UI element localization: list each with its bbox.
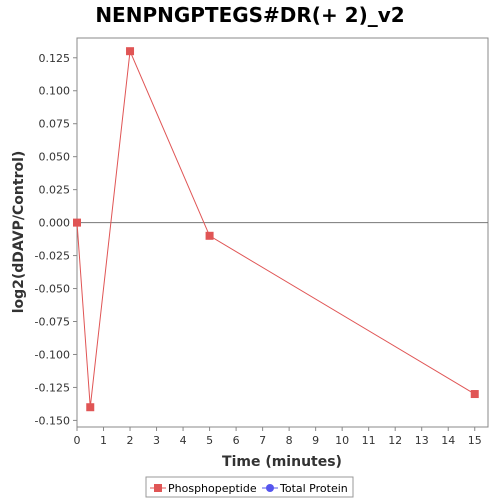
x-tick-label: 15 — [468, 434, 482, 447]
x-tick-label: 2 — [127, 434, 134, 447]
y-tick-label: -0.100 — [35, 348, 70, 361]
data-point-phosphopeptide — [205, 231, 214, 240]
x-tick-label: 12 — [388, 434, 402, 447]
data-point-phosphopeptide — [73, 218, 81, 227]
series-layer — [73, 47, 479, 412]
x-tick-label: 11 — [362, 434, 376, 447]
x-tick-label: 4 — [180, 434, 187, 447]
x-tick-label: 9 — [312, 434, 319, 447]
x-axis-title: Time (minutes) — [222, 454, 342, 470]
y-axis: -0.150 -0.125 -0.100 -0.075 -0.050 -0.025 0.00… — [35, 52, 77, 427]
legend-box — [145, 476, 354, 498]
x-tick-label: 13 — [415, 434, 429, 447]
x-tick-label: 8 — [286, 434, 293, 447]
x-tick-label: 3 — [153, 434, 160, 447]
x-axis: 0 1 2 3 4 5 6 7 8 9 10 11 12 13 14 15 — [74, 427, 482, 447]
data-point-phosphopeptide — [86, 403, 95, 412]
y-tick-label: -0.125 — [35, 381, 70, 394]
x-tick-label: 6 — [233, 434, 240, 447]
legend-marker-phosphopeptide — [154, 484, 162, 492]
y-tick-label: 0.125 — [39, 52, 71, 65]
plot-area — [76, 37, 489, 428]
x-tick-label: 5 — [206, 434, 213, 447]
data-point-phosphopeptide — [470, 390, 479, 399]
y-axis-title: log2(dDAVP/Control) — [11, 151, 27, 314]
y-tick-label: 0.025 — [39, 184, 71, 197]
legend-label-total-protein: Total Protein — [279, 482, 348, 495]
x-tick-label: 10 — [335, 434, 349, 447]
y-tick-label: 0.000 — [39, 217, 71, 230]
y-tick-label: -0.050 — [35, 283, 70, 296]
y-tick-label: -0.150 — [35, 414, 70, 427]
x-tick-label: 1 — [100, 434, 107, 447]
y-tick-label: -0.025 — [35, 250, 70, 263]
data-point-phosphopeptide — [126, 47, 135, 56]
legend-label-phosphopeptide: Phosphopeptide — [168, 482, 257, 495]
y-tick-label: -0.075 — [35, 316, 70, 329]
x-tick-label: 0 — [74, 434, 81, 447]
legend: Phosphopeptide Total Protein — [145, 476, 354, 498]
x-tick-label: 14 — [441, 434, 455, 447]
y-tick-label: 0.050 — [39, 151, 71, 164]
y-tick-label: 0.100 — [39, 85, 71, 98]
legend-marker-total-protein — [266, 484, 274, 492]
chart-title: NENPNGPTEGS#DR(+ 2)_v2 — [95, 3, 404, 27]
y-tick-label: 0.075 — [39, 118, 71, 131]
x-tick-label: 7 — [259, 434, 266, 447]
